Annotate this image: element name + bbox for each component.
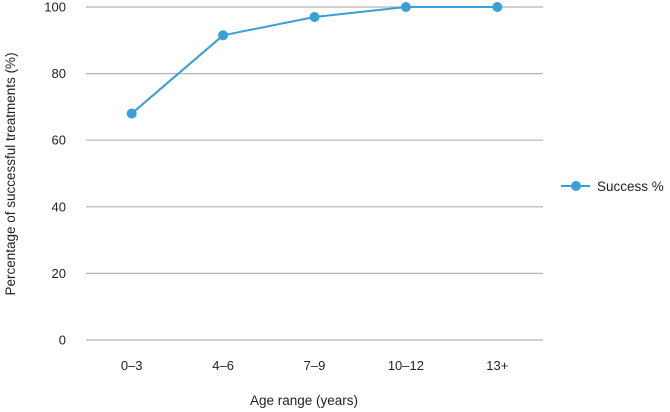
x-tick-label-2: 4–6 bbox=[212, 358, 234, 373]
x-tick-label-5: 13+ bbox=[486, 358, 508, 373]
legend-marker bbox=[571, 181, 581, 191]
x-tick-label-1: 0–3 bbox=[121, 358, 143, 373]
x-tick-label-4: 10–12 bbox=[388, 358, 424, 373]
x-tick-label-3: 7–9 bbox=[304, 358, 326, 373]
data-point-4 bbox=[400, 2, 411, 12]
y-tick-label-40: 40 bbox=[52, 199, 66, 214]
y-tick-label-0: 0 bbox=[59, 333, 66, 348]
x-axis-title: Age range (years) bbox=[250, 393, 358, 408]
y-tick-label-100: 100 bbox=[44, 0, 66, 15]
y-axis-title: Percentage of successful treatments (%) bbox=[3, 52, 18, 295]
data-point-5 bbox=[492, 2, 503, 12]
data-point-1 bbox=[126, 108, 137, 119]
x-axis-ticks: 0–3 4–6 7–9 10–12 13+ bbox=[121, 358, 508, 373]
gridlines bbox=[86, 6, 543, 341]
series-line-1 bbox=[131, 6, 498, 115]
legend-label: Success % bbox=[597, 179, 664, 194]
data-point-2 bbox=[218, 30, 229, 41]
series-layer bbox=[126, 2, 503, 119]
legend: Success % bbox=[561, 179, 664, 194]
data-point-3 bbox=[309, 11, 320, 22]
y-tick-label-60: 60 bbox=[52, 133, 66, 148]
y-tick-label-80: 80 bbox=[52, 66, 66, 81]
y-axis-ticks: 0 20 40 60 80 100 bbox=[44, 0, 66, 348]
y-tick-label-20: 20 bbox=[52, 266, 66, 281]
